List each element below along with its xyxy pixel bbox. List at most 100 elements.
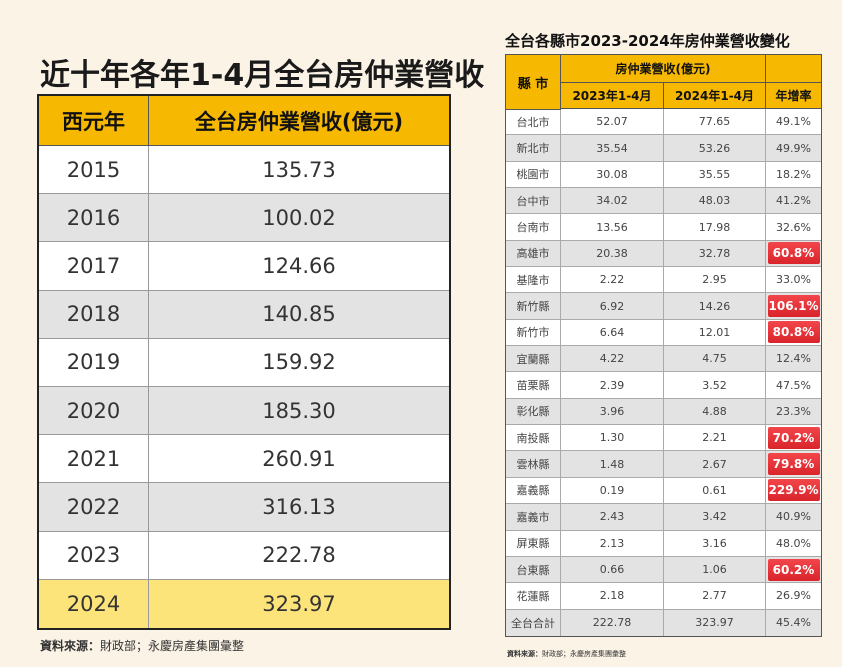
header-2024: 2024年1-4月 xyxy=(664,83,766,108)
table-row: 南投縣 1.30 2.21 70.2% xyxy=(506,425,821,452)
growth-highlight-badge: 70.2% xyxy=(767,426,820,449)
growth-highlight-badge: 80.8% xyxy=(767,321,820,344)
revenue-2024-cell: 17.98 xyxy=(664,214,766,240)
table-row: 宜蘭縣 4.22 4.75 12.4% xyxy=(506,346,821,373)
yearly-revenue-table: 西元年 全台房仲業營收(億元) 2015 135.73 2016 100.02 2017… xyxy=(37,94,451,630)
revenue-2024-cell: 3.16 xyxy=(664,530,766,556)
revenue-2024-cell: 14.26 xyxy=(664,293,766,319)
county-cell: 屏東縣 xyxy=(506,530,561,556)
year-cell: 2019 xyxy=(39,338,149,386)
revenue-2023-cell: 2.22 xyxy=(561,267,664,293)
growth-highlight-badge: 60.2% xyxy=(767,558,820,581)
revenue-cell: 140.85 xyxy=(262,302,336,327)
year-cell: 2023 xyxy=(39,531,149,579)
county-cell: 台中市 xyxy=(506,188,561,214)
growth-cell: 49.1% xyxy=(776,115,811,129)
revenue-2023-cell: 6.64 xyxy=(561,319,664,346)
revenue-cell: 135.73 xyxy=(262,157,336,182)
growth-cell: 49.9% xyxy=(776,141,811,155)
table-row: 2023 222.78 xyxy=(39,531,449,580)
growth-cell: 229.9% xyxy=(766,478,821,503)
revenue-2024-cell: 48.03 xyxy=(664,188,766,214)
county-cell: 花蓮縣 xyxy=(506,583,561,609)
table-row: 屏東縣 2.13 3.16 48.0% xyxy=(506,530,821,557)
growth-cell: 26.9% xyxy=(776,589,811,603)
revenue-2023-cell: 222.78 xyxy=(561,609,664,636)
header-2023: 2023年1-4月 xyxy=(561,83,664,108)
county-cell: 高雄市 xyxy=(506,240,561,267)
revenue-2023-cell: 35.54 xyxy=(561,135,664,161)
growth-cell: 70.2% xyxy=(766,425,821,450)
revenue-2023-cell: 2.43 xyxy=(561,504,664,530)
county-cell: 台北市 xyxy=(506,109,561,135)
county-cell: 嘉義縣 xyxy=(506,477,561,504)
growth-cell: 48.0% xyxy=(776,536,811,550)
growth-cell: 23.3% xyxy=(776,404,811,418)
table-row: 2016 100.02 xyxy=(39,194,449,243)
county-cell: 基隆市 xyxy=(506,267,561,293)
county-cell: 雲林縣 xyxy=(506,451,561,477)
table-row: 花蓮縣 2.18 2.77 26.9% xyxy=(506,583,821,610)
revenue-cell: 100.02 xyxy=(262,205,336,230)
revenue-2023-cell: 3.96 xyxy=(561,398,664,425)
revenue-2023-cell: 1.30 xyxy=(561,425,664,451)
county-cell: 新竹縣 xyxy=(506,293,561,319)
table-row: 台中市 34.02 48.03 41.2% xyxy=(506,188,821,215)
growth-cell: 33.0% xyxy=(776,273,811,287)
right-table-title: 全台各縣市2023-2024年房仲業營收變化 xyxy=(505,32,790,50)
growth-cell: 45.4% xyxy=(776,616,811,630)
revenue-cell: 260.91 xyxy=(262,446,336,471)
year-cell: 2016 xyxy=(39,194,149,242)
right-source-note: 資料來源：財政部；永慶房產集團彙整 xyxy=(507,649,626,659)
header-growth: 年增率 xyxy=(775,89,812,103)
revenue-2023-cell: 30.08 xyxy=(561,161,664,188)
table-row: 2019 159.92 xyxy=(39,338,449,387)
table-row: 新北市 35.54 53.26 49.9% xyxy=(506,135,821,162)
table-row: 2015 135.73 xyxy=(39,146,449,195)
table-row: 2017 124.66 xyxy=(39,242,449,291)
table-row: 台北市 52.07 77.65 49.1% xyxy=(506,109,821,136)
revenue-2023-cell: 0.66 xyxy=(561,556,664,583)
revenue-2024-cell: 323.97 xyxy=(664,609,766,636)
county-cell: 台東縣 xyxy=(506,556,561,583)
table-row: 2024 323.97 xyxy=(39,579,449,628)
county-cell: 台南市 xyxy=(506,214,561,240)
header-year: 西元年 xyxy=(39,96,149,145)
revenue-cell: 316.13 xyxy=(262,494,336,519)
growth-cell: 18.2% xyxy=(776,167,811,181)
revenue-2023-cell: 13.56 xyxy=(561,214,664,240)
year-cell: 2024 xyxy=(39,579,149,628)
growth-cell: 106.1% xyxy=(766,293,821,318)
table-row: 雲林縣 1.48 2.67 79.8% xyxy=(506,451,821,478)
revenue-2024-cell: 2.95 xyxy=(664,267,766,293)
county-cell: 南投縣 xyxy=(506,425,561,451)
table-row: 新竹縣 6.92 14.26 106.1% xyxy=(506,293,821,320)
county-cell: 全台合計 xyxy=(506,609,561,636)
revenue-cell: 185.30 xyxy=(262,398,336,423)
table-row: 高雄市 20.38 32.78 60.8% xyxy=(506,240,821,268)
growth-highlight-badge: 106.1% xyxy=(767,295,820,318)
header-revenue-group: 房仲業營收(億元) xyxy=(561,55,766,82)
growth-cell: 32.6% xyxy=(776,220,811,234)
revenue-2023-cell: 1.48 xyxy=(561,451,664,477)
growth-cell: 80.8% xyxy=(766,320,821,345)
table-row: 台東縣 0.66 1.06 60.2% xyxy=(506,556,821,584)
revenue-cell: 159.92 xyxy=(262,350,336,375)
revenue-2023-cell: 20.38 xyxy=(561,240,664,267)
growth-cell: 79.8% xyxy=(766,451,821,476)
county-cell: 彰化縣 xyxy=(506,398,561,425)
year-cell: 2020 xyxy=(39,386,149,435)
year-cell: 2018 xyxy=(39,290,149,338)
revenue-2023-cell: 52.07 xyxy=(561,109,664,135)
county-revenue-table: 縣 市 房仲業營收(億元) 2023年1-4月 2024年1-4月 年增率 台北… xyxy=(505,54,822,637)
revenue-2024-cell: 3.52 xyxy=(664,372,766,398)
revenue-2023-cell: 2.39 xyxy=(561,372,664,398)
left-source-note: 資料來源：財政部；永慶房產集團彙整 xyxy=(40,637,244,654)
table-row: 全台合計 222.78 323.97 45.4% xyxy=(506,609,821,636)
table-row: 嘉義縣 0.19 0.61 229.9% xyxy=(506,477,821,505)
table-row: 2020 185.30 xyxy=(39,386,449,436)
revenue-2023-cell: 2.13 xyxy=(561,530,664,556)
revenue-2024-cell: 2.21 xyxy=(664,425,766,451)
revenue-2023-cell: 4.22 xyxy=(561,346,664,372)
table-row: 2022 316.13 xyxy=(39,483,449,532)
